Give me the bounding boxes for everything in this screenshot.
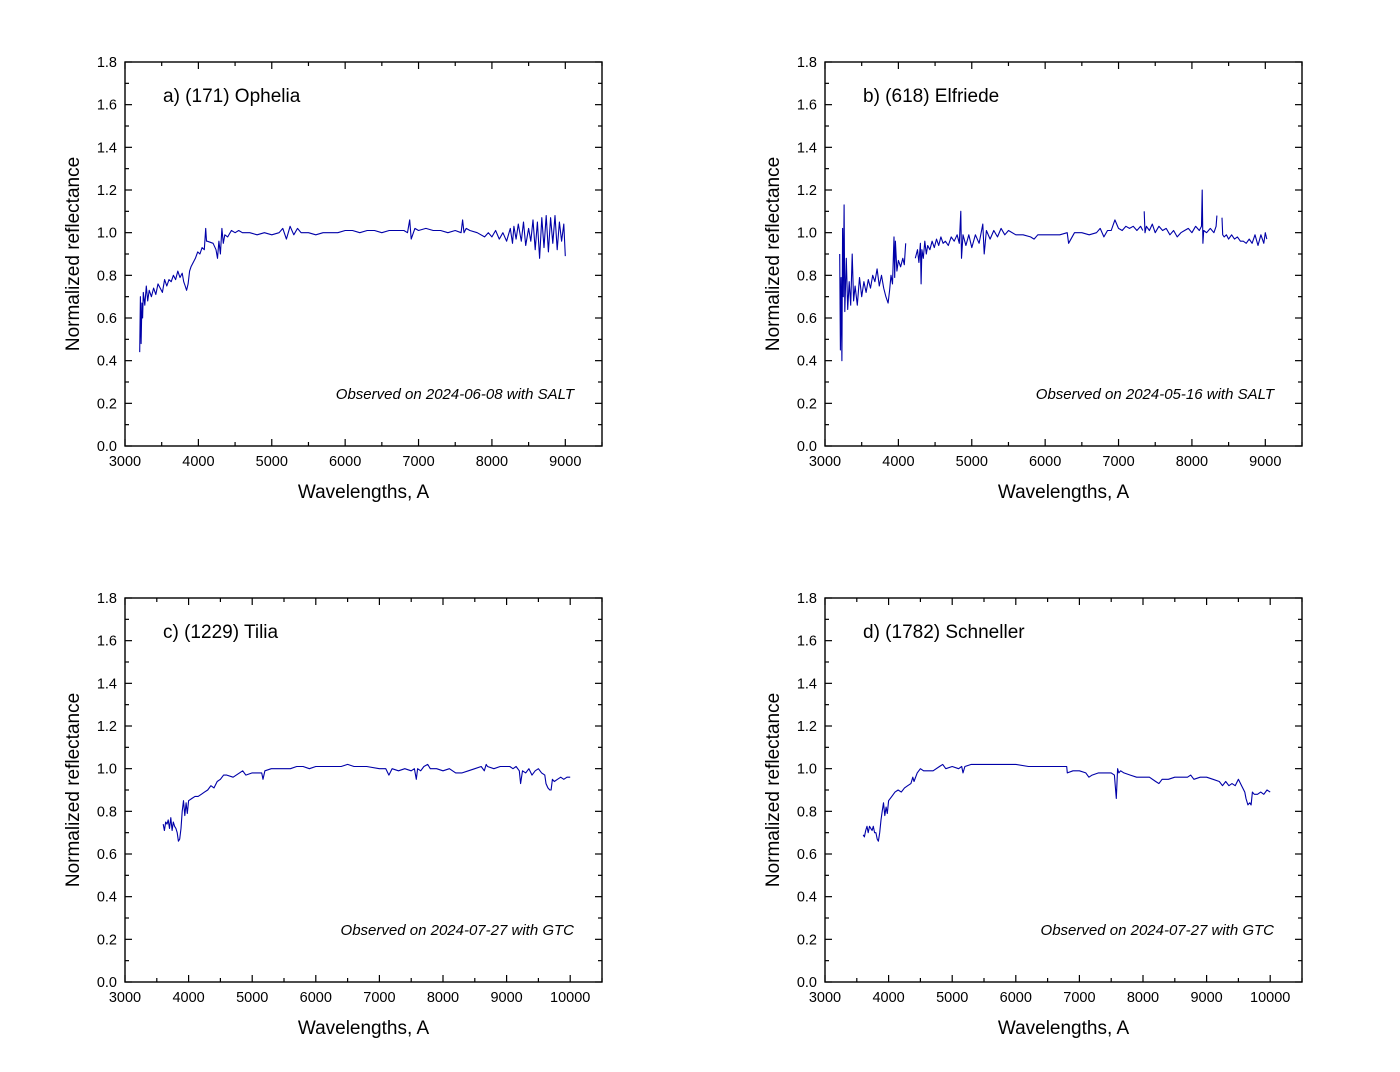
x-tick-label: 3000	[809, 454, 841, 470]
panel-a: 3000 4000 5000 6000 7000 8000 9000 0.0 0.2 0.4 0.6…	[63, 55, 603, 503]
x-tick-label: 4000	[882, 454, 914, 470]
y-tick-label: 1.0	[797, 226, 817, 242]
y-tick-label: 0.0	[797, 439, 817, 455]
y-tick-label: 1.6	[797, 634, 817, 650]
x-axis-title: Wavelengths, A	[998, 482, 1130, 503]
y-tick-label: 1.6	[797, 98, 817, 114]
y-tick-label: 1.2	[97, 719, 117, 735]
x-tick-label: 10000	[550, 990, 590, 1006]
observation-note: Observed on 2024-06-08 with SALT	[336, 386, 576, 403]
x-tick-label: 6000	[329, 454, 361, 470]
y-tick-label: 0.2	[797, 932, 817, 948]
y-tick-label: 1.0	[97, 226, 117, 242]
y-axis-title: Normalized reflectance	[763, 157, 784, 351]
y-axis-title: Normalized reflectance	[63, 693, 84, 887]
x-tick-label: 8000	[1127, 990, 1159, 1006]
y-tick-label: 1.8	[797, 591, 817, 607]
x-tick-label: 8000	[427, 990, 459, 1006]
y-tick-label: 1.0	[797, 762, 817, 778]
y-tick-label: 0.6	[97, 847, 117, 863]
y-tick-label: 0.0	[97, 975, 117, 991]
x-tick-label: 6000	[1029, 454, 1061, 470]
panel-title: d) (1782) Schneller	[863, 622, 1025, 643]
y-tick-label: 1.2	[97, 183, 117, 199]
panel-title: c) (1229) Tilia	[163, 622, 279, 643]
y-tick-label: 0.2	[97, 396, 117, 412]
y-tick-label: 0.0	[797, 975, 817, 991]
panel-c: 3000 4000 5000 6000 7000 8000 9000 10000 0.0 0.2 0…	[63, 591, 603, 1039]
y-tick-label: 0.6	[797, 847, 817, 863]
x-tick-label: 10000	[1250, 990, 1290, 1006]
panel-title: a) (171) Ophelia	[163, 86, 301, 107]
y-tick-label: 0.4	[97, 890, 117, 906]
spectrum-line-segment	[839, 204, 907, 362]
x-tick-label: 8000	[1176, 454, 1208, 470]
y-tick-label: 0.2	[797, 396, 817, 412]
y-tick-label: 0.6	[797, 311, 817, 327]
spectrum-line-segment	[862, 763, 1271, 842]
y-tick-label: 0.4	[797, 354, 817, 370]
y-tick-label: 1.4	[797, 140, 817, 156]
x-tick-label: 5000	[256, 454, 288, 470]
y-tick-label: 0.4	[797, 890, 817, 906]
x-tick-label: 6000	[300, 990, 332, 1006]
y-tick-label: 1.4	[97, 676, 117, 692]
x-axis-title: Wavelengths, A	[998, 1018, 1130, 1039]
y-tick-label: 0.8	[97, 268, 117, 284]
x-tick-label: 7000	[363, 990, 395, 1006]
y-tick-label: 0.4	[97, 354, 117, 370]
y-tick-label: 1.4	[797, 676, 817, 692]
y-tick-label: 0.8	[97, 804, 117, 820]
observation-note: Observed on 2024-07-27 with GTC	[341, 922, 575, 939]
x-tick-label: 4000	[172, 990, 204, 1006]
x-axis-title: Wavelengths, A	[298, 1018, 430, 1039]
panel-d: 3000 4000 5000 6000 7000 8000 9000 10000 0.0 0.2 0…	[763, 591, 1303, 1039]
y-tick-label: 1.2	[797, 183, 817, 199]
spectrum-line-segment	[1143, 189, 1218, 244]
x-tick-label: 4000	[182, 454, 214, 470]
x-tick-label: 3000	[809, 990, 841, 1006]
y-tick-label: 1.8	[97, 55, 117, 71]
y-tick-label: 0.8	[797, 804, 817, 820]
x-tick-label: 9000	[1249, 454, 1281, 470]
spectrum-line-segment	[1221, 217, 1268, 247]
x-tick-label: 3000	[109, 454, 141, 470]
y-tick-label: 0.8	[797, 268, 817, 284]
panel-title: b) (618) Elfriede	[863, 86, 999, 107]
y-tick-label: 1.6	[97, 98, 117, 114]
spectrum-line-segment	[162, 763, 571, 842]
y-axis-title: Normalized reflectance	[763, 693, 784, 887]
x-tick-label: 7000	[402, 454, 434, 470]
x-tick-label: 5000	[936, 990, 968, 1006]
y-tick-label: 1.0	[97, 762, 117, 778]
x-tick-label: 3000	[109, 990, 141, 1006]
spectrum-line-segment	[139, 215, 566, 353]
y-tick-label: 1.8	[97, 591, 117, 607]
x-tick-label: 7000	[1102, 454, 1134, 470]
y-tick-label: 0.6	[97, 311, 117, 327]
observation-note: Observed on 2024-07-27 with GTC	[1041, 922, 1275, 939]
x-tick-label: 4000	[872, 990, 904, 1006]
panel-b: 3000 4000 5000 6000 7000 8000 9000 0.0 0.2 0.4 0.6…	[763, 55, 1303, 503]
x-tick-label: 5000	[956, 454, 988, 470]
x-tick-label: 6000	[1000, 990, 1032, 1006]
y-tick-label: 1.4	[97, 140, 117, 156]
x-tick-label: 9000	[549, 454, 581, 470]
x-tick-label: 9000	[490, 990, 522, 1006]
x-axis-title: Wavelengths, A	[298, 482, 430, 503]
x-tick-label: 5000	[236, 990, 268, 1006]
y-tick-label: 0.2	[97, 932, 117, 948]
y-tick-label: 1.2	[797, 719, 817, 735]
y-tick-label: 1.8	[797, 55, 817, 71]
observation-note: Observed on 2024-05-16 with SALT	[1036, 386, 1276, 403]
x-tick-label: 8000	[476, 454, 508, 470]
y-tick-label: 0.0	[97, 439, 117, 455]
spectrum-line-segment	[914, 210, 1144, 285]
y-axis-title: Normalized reflectance	[63, 157, 84, 351]
y-tick-label: 1.6	[97, 634, 117, 650]
x-tick-label: 7000	[1063, 990, 1095, 1006]
x-tick-label: 9000	[1190, 990, 1222, 1006]
